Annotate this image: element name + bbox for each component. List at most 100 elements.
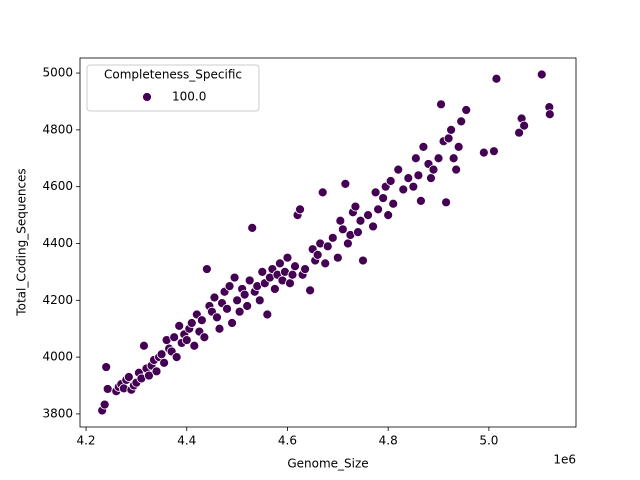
x-tick-label: 4.8 (379, 434, 398, 448)
point (244, 275, 255, 286)
point (287, 269, 298, 280)
point (378, 193, 389, 203)
legend: Completeness_Specific 100.0 (86, 64, 260, 112)
point (536, 69, 547, 80)
point (262, 309, 273, 320)
point (257, 267, 268, 277)
point (234, 306, 245, 317)
point (428, 164, 439, 175)
legend-title: Completeness_Specific (104, 68, 242, 82)
point (171, 352, 182, 363)
plot-frame (79, 57, 577, 428)
point (290, 261, 300, 272)
point (99, 399, 110, 410)
point (151, 366, 162, 377)
point (433, 153, 444, 164)
point (332, 252, 343, 263)
point (514, 127, 524, 138)
point (196, 315, 207, 326)
x-tick-label: 4.4 (177, 434, 196, 448)
point (340, 178, 351, 189)
point (224, 281, 235, 292)
point (123, 372, 134, 382)
point (232, 295, 243, 306)
point (159, 357, 169, 368)
point (222, 303, 232, 314)
point (363, 210, 373, 220)
point (139, 340, 149, 351)
point (186, 318, 197, 328)
point (269, 284, 280, 294)
point (368, 221, 378, 232)
point (156, 349, 167, 360)
legend-box (86, 64, 260, 112)
x-tick-label: 4.6 (278, 434, 297, 448)
point (254, 295, 265, 306)
point (212, 312, 222, 323)
y-tick-label: 4200 (42, 293, 73, 307)
x-tick-label: 4.2 (76, 434, 95, 448)
point (393, 164, 404, 175)
point (398, 184, 409, 195)
x-axis-label: Genome_Size (287, 457, 368, 471)
point (295, 204, 305, 215)
point (317, 187, 328, 198)
y-tick-label: 4600 (42, 179, 73, 193)
point (209, 292, 220, 303)
point (312, 249, 323, 260)
point (327, 232, 338, 243)
point (282, 252, 293, 263)
point (461, 105, 472, 115)
point (214, 323, 225, 334)
point (451, 164, 462, 175)
point (403, 173, 414, 184)
point (383, 210, 394, 220)
point (227, 318, 237, 328)
point (385, 176, 396, 186)
point (320, 258, 331, 269)
point (239, 289, 250, 300)
point (418, 142, 429, 152)
point (441, 197, 451, 208)
point (102, 384, 113, 394)
x-tick-label: 5.0 (479, 434, 498, 448)
y-tick-label: 4400 (42, 236, 73, 250)
point (229, 272, 240, 283)
x-offset-label: 1e6 (553, 453, 576, 467)
legend-label: 100.0 (172, 90, 206, 104)
point (353, 227, 363, 238)
point (342, 238, 353, 249)
point (189, 340, 200, 351)
point (350, 201, 361, 212)
point (478, 147, 489, 158)
points (97, 69, 555, 416)
point (201, 264, 212, 274)
point (491, 73, 502, 84)
point (519, 120, 530, 131)
point (426, 173, 436, 184)
y-tick-label: 3800 (42, 406, 73, 420)
point (408, 181, 419, 192)
point (358, 255, 368, 266)
point (101, 362, 112, 372)
point (174, 320, 185, 331)
point (300, 264, 310, 274)
point (544, 109, 555, 120)
point (410, 153, 421, 164)
point (448, 153, 459, 164)
point (337, 224, 348, 235)
y-axis-label: Total_Coding_Sequences (15, 168, 29, 316)
point (169, 332, 180, 343)
point (453, 142, 464, 152)
point (456, 116, 467, 127)
point (355, 215, 366, 226)
point (436, 99, 446, 110)
point (322, 241, 333, 252)
y-tick-label: 4000 (42, 350, 73, 364)
point (446, 124, 457, 135)
point (275, 258, 285, 269)
point (247, 222, 258, 233)
point (242, 301, 253, 311)
point (285, 278, 295, 289)
